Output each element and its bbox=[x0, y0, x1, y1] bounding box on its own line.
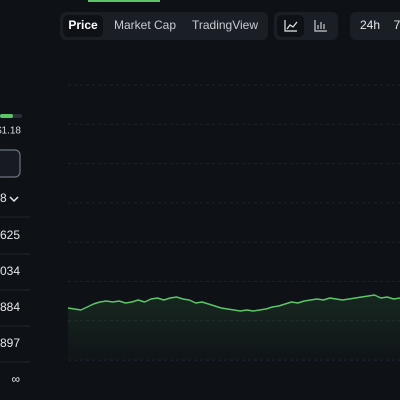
price-high: $1.18 bbox=[0, 126, 21, 137]
price-area bbox=[68, 295, 400, 360]
input-box[interactable] bbox=[0, 149, 21, 178]
tab-group bbox=[60, 12, 268, 40]
tab[interactable]: Market Cap bbox=[114, 18, 176, 32]
stat-value: 034 bbox=[0, 264, 20, 278]
stat-value: ∞ bbox=[11, 372, 20, 386]
timeframe[interactable]: 7 bbox=[394, 18, 400, 32]
tab-underline bbox=[88, 0, 160, 2]
selector-value[interactable]: 8 bbox=[0, 191, 7, 205]
timeframe-group bbox=[350, 12, 400, 40]
stat-value: 884 bbox=[0, 300, 20, 314]
tab[interactable]: TradingView bbox=[192, 18, 258, 32]
timeframe[interactable]: 24h bbox=[360, 18, 380, 32]
line-icon[interactable] bbox=[284, 20, 298, 32]
candle-icon[interactable] bbox=[314, 20, 327, 32]
tab-active-bg bbox=[63, 15, 103, 37]
stat-value: 897 bbox=[0, 336, 20, 350]
stat-value: 625 bbox=[0, 228, 20, 242]
tab[interactable]: Price bbox=[68, 18, 98, 32]
progress-fill bbox=[0, 114, 13, 118]
chevron[interactable] bbox=[9, 196, 19, 203]
price-line bbox=[67, 294, 400, 312]
